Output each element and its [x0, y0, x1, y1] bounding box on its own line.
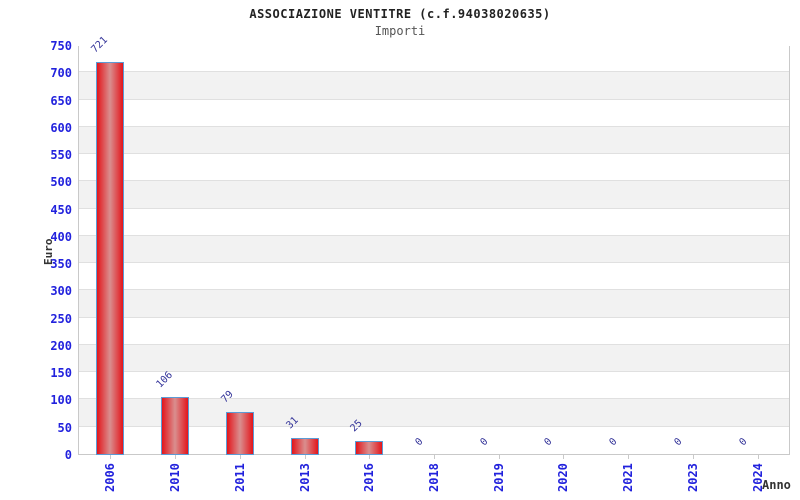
x-tick-mark: [369, 455, 371, 459]
plot-band: [79, 99, 789, 127]
x-tick-label: 2006: [103, 463, 118, 492]
y-tick-label: 600: [50, 120, 72, 135]
gridline: [79, 71, 789, 73]
bar: [225, 411, 254, 455]
gridline: [79, 398, 789, 400]
gridline: [79, 316, 789, 318]
gridline: [79, 180, 789, 182]
x-tick-label: 2013: [297, 463, 312, 492]
plot-band: [79, 154, 789, 182]
y-tick-label: 650: [50, 93, 72, 108]
chart-subtitle: Importi: [374, 24, 426, 38]
x-tick-label: 2018: [427, 463, 441, 492]
x-tick-mark: [563, 455, 565, 459]
y-tick-label: 0: [64, 448, 72, 462]
y-tick-label: 700: [50, 66, 72, 81]
x-tick-label: 2019: [491, 463, 506, 492]
gridline: [79, 98, 789, 100]
plot-band: [79, 72, 789, 100]
y-tick-label: 200: [50, 338, 72, 353]
x-tick-label: 2024: [750, 463, 765, 492]
plot-band: [79, 399, 789, 427]
y-tick-label: 550: [50, 148, 72, 163]
x-tick-mark: [110, 455, 112, 459]
x-tick-mark: [692, 455, 694, 459]
plot-band: [79, 317, 789, 345]
plot-band: [79, 126, 789, 155]
x-tick-label: 2021: [621, 463, 636, 492]
x-tick-mark: [628, 455, 630, 459]
plot-band: [79, 235, 789, 264]
gridline: [79, 234, 789, 236]
gridline: [79, 371, 789, 373]
plot-band: [79, 290, 789, 318]
plot-band: [79, 344, 789, 373]
x-tick-mark: [498, 455, 500, 459]
plot-band: [79, 372, 789, 400]
bar: [290, 438, 319, 455]
x-tick-mark: [304, 455, 306, 459]
gridline: [79, 343, 789, 345]
x-tick-label: 2016: [362, 463, 377, 492]
plot-band: [79, 263, 789, 291]
gridline: [79, 125, 789, 127]
gridline: [79, 207, 789, 209]
bar: [355, 441, 384, 455]
chart-title: ASSOCIAZIONE VENTITRE (c.f.94038020635): [249, 7, 551, 21]
x-axis-label: Anno: [762, 478, 791, 492]
bar: [161, 397, 190, 455]
y-tick-label: 50: [57, 420, 72, 435]
y-tick-label: 400: [50, 229, 72, 244]
y-tick-label: 350: [50, 257, 72, 272]
y-tick-label: 450: [50, 202, 72, 217]
x-tick-label: 2010: [168, 463, 183, 492]
y-tick-label: 100: [50, 393, 72, 408]
gridline: [79, 425, 789, 427]
plot-band: [79, 426, 789, 454]
x-tick-label: 2020: [556, 463, 571, 492]
gridline: [79, 289, 789, 291]
y-tick-label: 250: [50, 311, 72, 326]
y-tick-label: 750: [50, 39, 72, 53]
y-tick-label: 300: [50, 284, 72, 299]
x-tick-mark: [757, 455, 759, 459]
plot-band: [79, 181, 789, 209]
x-tick-label: 2023: [685, 463, 700, 492]
y-tick-label: 500: [50, 175, 72, 190]
plot-band: [79, 45, 789, 73]
x-tick-mark: [175, 455, 177, 459]
plot-band: [79, 208, 789, 236]
y-tick-label: 150: [50, 366, 72, 381]
bar: [96, 61, 125, 455]
gridline: [79, 153, 789, 155]
gridline: [79, 262, 789, 264]
x-tick-label: 2011: [232, 463, 247, 492]
plot-area: [78, 45, 790, 455]
x-tick-mark: [239, 455, 241, 459]
x-tick-mark: [434, 455, 435, 459]
